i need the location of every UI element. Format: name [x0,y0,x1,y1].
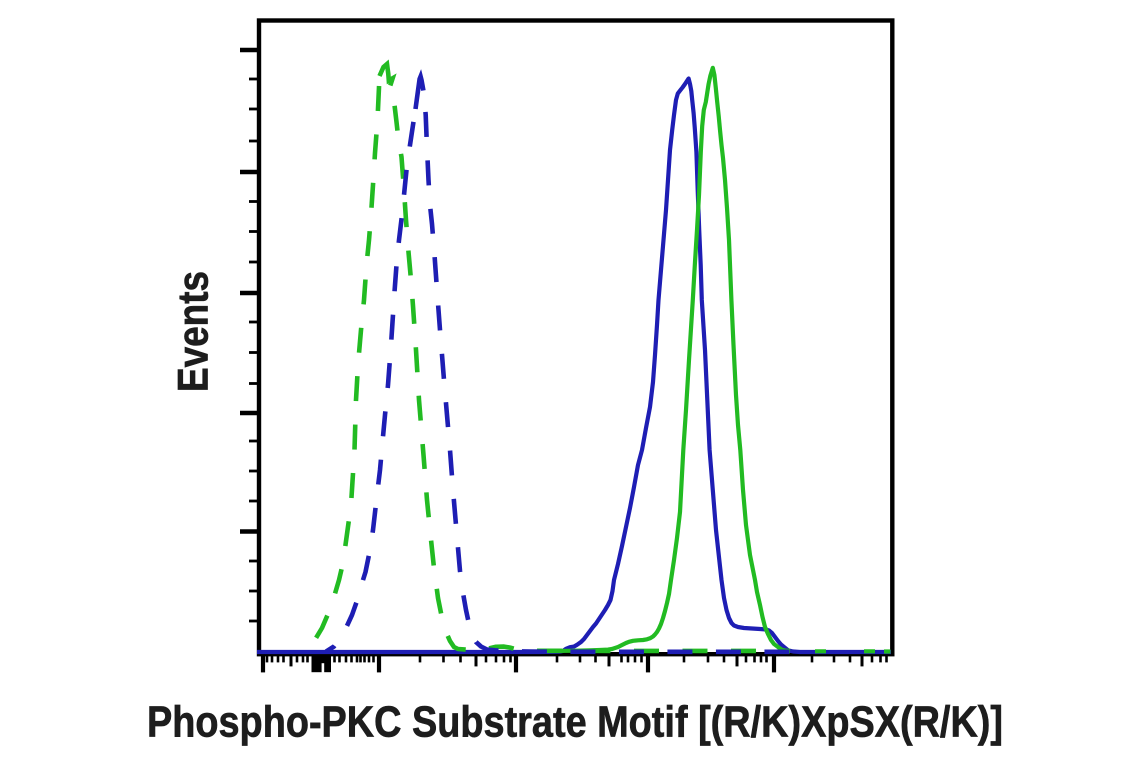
svg-text:Events: Events [171,271,218,392]
svg-text:Phospho-PKC Substrate Motif [(: Phospho-PKC Substrate Motif [(R/K)XpSX(R… [147,698,1003,747]
